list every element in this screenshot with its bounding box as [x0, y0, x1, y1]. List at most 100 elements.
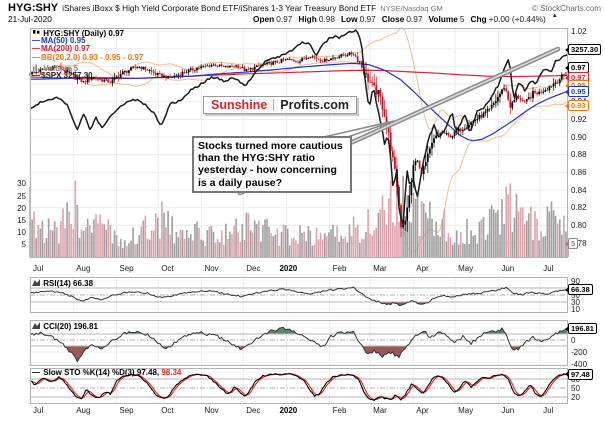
- stochastics-panel: [29, 373, 569, 401]
- price-badge: 5: [565, 238, 579, 249]
- chg-label: Chg: [470, 14, 487, 24]
- month-label: Jul: [543, 406, 554, 415]
- month-label: May: [458, 406, 474, 415]
- volume-bars-icon: [32, 63, 41, 74]
- copyright-label: © StockCharts.com: [531, 4, 601, 13]
- volume-axis-tick: 30: [17, 179, 26, 189]
- rsi-panel: [29, 286, 569, 307]
- legend-symbol-line: HYG:SHY (Daily) 0.97: [32, 28, 124, 39]
- high-value: 0.98: [318, 14, 335, 24]
- badge-arrow: [565, 46, 569, 53]
- price-axis-tick: 0.78: [571, 238, 587, 248]
- candlesticks: [29, 50, 569, 238]
- sunshine-profits-logo: Sunshine Profits.com: [203, 96, 358, 114]
- badge-arrow: [565, 74, 569, 81]
- volume-label: Volume: [428, 14, 458, 24]
- month-label: Mar: [373, 406, 387, 415]
- legend-spx: —$SPX 3257.30: [32, 70, 93, 80]
- month-label: Jun: [501, 263, 515, 273]
- month-label: Jul: [33, 406, 44, 415]
- rsi-badge: 66.38: [565, 284, 593, 296]
- instrument-title: iShares iBoxx $ High Yield Corporate Bon…: [62, 3, 377, 13]
- month-label: Mar: [373, 263, 387, 273]
- badge-arrow: [565, 64, 569, 71]
- cci-badge: 196.81: [565, 323, 597, 335]
- candlestick-icon: [32, 28, 41, 39]
- badge-arrow: [565, 88, 569, 95]
- legend-volume: Volume 5: [32, 63, 78, 74]
- legend-ma50: —MA(50) 0.95: [32, 35, 86, 45]
- price-axis-tick: 0.80: [571, 220, 587, 230]
- ohlc-quote-row: Open 0.97 High 0.98 Low 0.97 Close 0.97 Volu…: [253, 13, 558, 24]
- low-value: 0.97: [359, 14, 376, 24]
- volume-axis-tick: 5: [21, 240, 26, 250]
- close-label: Close: [381, 14, 405, 24]
- low-label: Low: [340, 14, 358, 24]
- badge-arrow: [565, 82, 569, 89]
- month-label: Nov: [204, 263, 219, 273]
- month-label: Dec: [246, 263, 261, 273]
- cci-axis-tick: -200: [571, 347, 588, 357]
- volume-bars: [29, 164, 569, 257]
- sto-axis-tick: 50: [571, 383, 580, 393]
- sto-d-value: 98.34: [161, 368, 182, 377]
- month-label: Apr: [416, 406, 429, 415]
- area-icon: [32, 321, 41, 332]
- volume-value: 5: [459, 14, 465, 24]
- month-label: Jul: [543, 263, 554, 273]
- month-label: Oct: [161, 263, 174, 273]
- month-label: Feb: [332, 406, 347, 415]
- month-label: Nov: [204, 406, 219, 415]
- badge-arrow: [565, 371, 569, 378]
- price-axis-tick: 0.82: [571, 203, 587, 213]
- exchange-label: NYSE/Nasdaq GM: [380, 4, 443, 13]
- volume-axis-tick: 20: [17, 203, 26, 213]
- legend-cci: CCI(20) 196.81: [32, 321, 98, 332]
- sto-badge: 97.48: [565, 368, 593, 380]
- legend-bollinger: —BB(20,2.0) 0.93 - 0.95 - 0.97: [32, 53, 144, 63]
- month-label: Apr: [416, 263, 429, 273]
- chg-value: +0.00 (+0.44%): [488, 14, 546, 24]
- chart-header: HYG:SHY iShares iBoxx $ High Yield Corpo…: [8, 2, 601, 14]
- month-label: Jun: [501, 406, 515, 415]
- price-badge: 3257.30: [565, 44, 602, 55]
- volume-axis-tick: 10: [17, 228, 26, 238]
- cci-axis-tick: -400: [571, 359, 588, 369]
- legend-stochastics: — Slow STO %K(14) %D(3) 97.48, 98.34: [32, 368, 182, 377]
- logo-divider: [273, 99, 275, 111]
- month-label: Aug: [76, 406, 91, 415]
- rsi-panel-border: [30, 277, 568, 313]
- close-value: 0.97: [406, 14, 423, 24]
- month-label: Dec: [246, 406, 261, 415]
- legend-rsi: RSI(14) 66.38: [32, 278, 93, 289]
- rsi-axis-tick: 10: [571, 304, 580, 314]
- high-label: High: [298, 14, 317, 24]
- line-icon: —: [32, 368, 40, 377]
- sto-panel-border: [30, 368, 568, 404]
- price-axis-tick: 0.86: [571, 167, 587, 177]
- badge-arrow: [565, 240, 569, 247]
- badge-arrow: [565, 286, 569, 293]
- open-label: Open: [253, 14, 275, 24]
- logo-profits: Profits.com: [280, 98, 350, 112]
- spx-line: [29, 29, 569, 226]
- month-label: Jul: [33, 263, 44, 273]
- price-badge: 0.95: [565, 86, 589, 97]
- area-icon: [32, 278, 41, 289]
- moving-averages: [29, 62, 569, 142]
- price-axis-tick: 0.92: [571, 114, 587, 124]
- chart-date: 21-Jul-2020: [8, 14, 52, 24]
- month-label: 2020: [279, 406, 298, 415]
- cci-panel: [29, 326, 569, 363]
- rsi-axis-tick: 30: [571, 297, 580, 307]
- month-label: Aug: [76, 263, 91, 273]
- cci-axis-tick: 0: [571, 335, 576, 345]
- month-label: May: [458, 263, 474, 273]
- price-axis-tick: 1.02: [571, 26, 587, 36]
- badge-arrow: [565, 325, 569, 332]
- month-label: Oct: [161, 406, 174, 415]
- open-value: 0.97: [276, 14, 293, 24]
- chg-up-arrow-icon: ▲: [551, 13, 558, 19]
- price-axis-tick: 0.84: [571, 185, 587, 195]
